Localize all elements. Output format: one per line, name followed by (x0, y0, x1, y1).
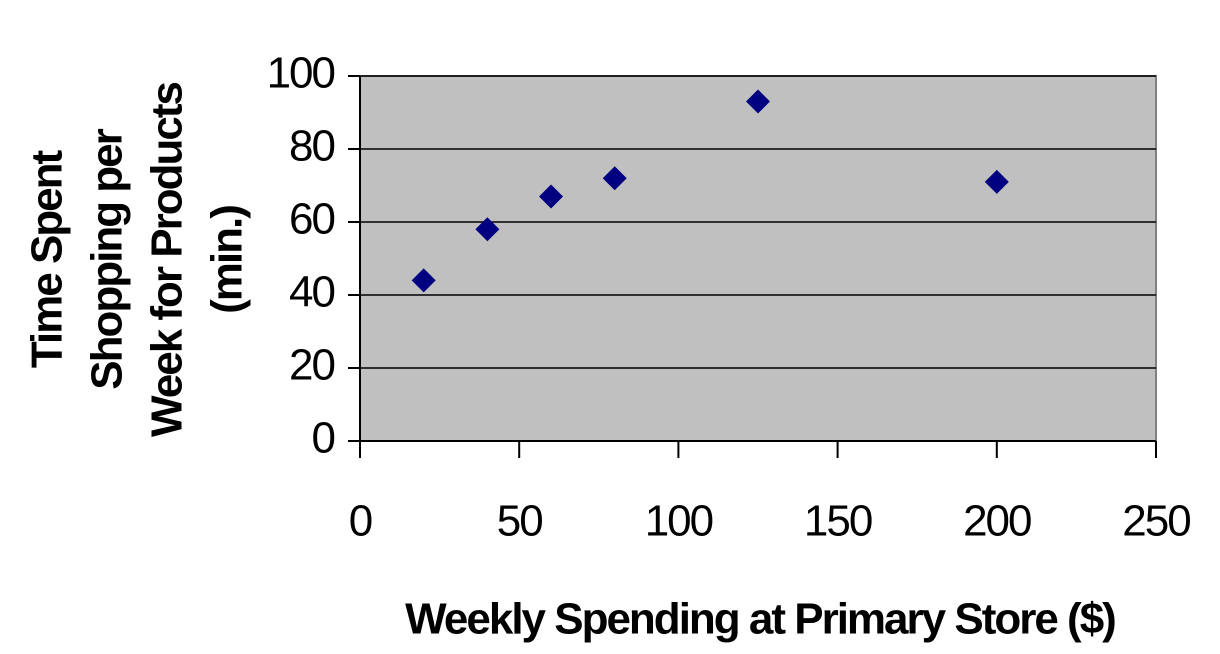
y-axis-title: Shopping per (83, 128, 132, 389)
x-tick-label: 50 (497, 497, 542, 546)
data-point (475, 217, 500, 242)
y-tick-label: 60 (289, 195, 334, 244)
x-tick-label: 150 (804, 497, 872, 546)
x-axis-title: Weekly Spending at Primary Store ($) (405, 595, 1115, 644)
x-tick-label: 200 (963, 497, 1031, 546)
data-point (602, 166, 627, 191)
data-point (411, 268, 436, 293)
y-tick-label: 80 (289, 122, 334, 171)
x-tick-label: 250 (1122, 497, 1190, 546)
x-tick-label: 0 (349, 497, 372, 546)
y-tick-label: 40 (289, 268, 334, 317)
x-tick-label: 100 (645, 497, 713, 546)
y-tick-label: 0 (312, 414, 335, 463)
y-tick-label: 20 (289, 341, 334, 390)
data-point (984, 169, 1009, 194)
y-axis-title: Time Spent (23, 149, 72, 368)
data-point (539, 184, 564, 209)
data-point (746, 89, 770, 114)
y-axis-title: Week for Products (143, 83, 192, 437)
y-axis-title: (min.) (203, 206, 252, 314)
y-tick-label: 100 (267, 49, 335, 98)
plot-area (359, 75, 1157, 442)
